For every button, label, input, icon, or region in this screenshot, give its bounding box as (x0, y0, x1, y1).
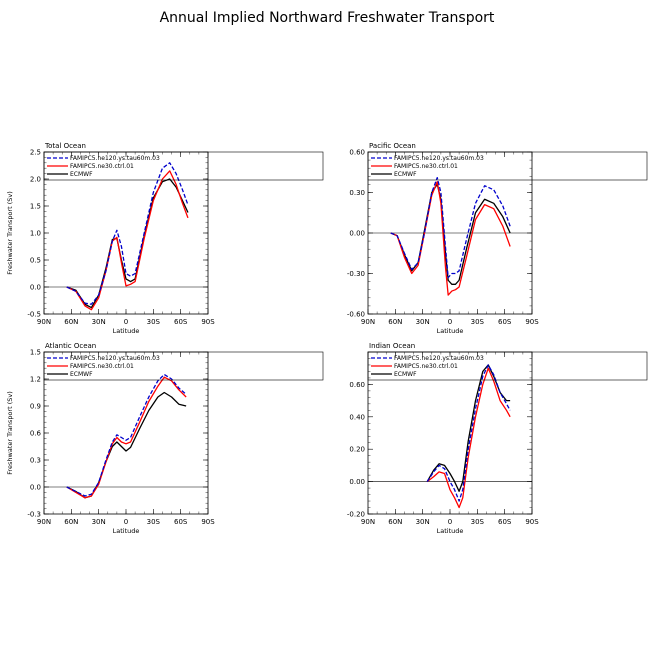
legend-label-0: FAMIPC5.ne120.ys.tau60m.03 (394, 155, 484, 162)
y-tick-label: 0.00 (349, 478, 365, 486)
x-axis-label: Latitude (113, 327, 140, 335)
panel-title: Pacific Ocean (369, 142, 416, 150)
y-tick-label: 0.30 (349, 189, 365, 197)
y-tick-label: 0.60 (349, 149, 365, 157)
x-tick-label: 30S (471, 518, 485, 526)
legend-label-1: FAMIPC5.ne30.ctrl.01 (70, 363, 134, 370)
y-tick-label: 0.60 (349, 381, 365, 389)
y-tick-label: -0.20 (347, 511, 365, 519)
y-tick-label: 0.40 (349, 413, 365, 421)
panel-3: Indian Ocean -0.20 0.00 0.20 0.40 0.60 90N 60N 3… (347, 342, 648, 535)
y-tick-label: 0.20 (349, 446, 365, 454)
y-tick-label: 0.0 (30, 284, 41, 292)
x-tick-label: 90S (201, 318, 215, 326)
series-line-0 (426, 364, 511, 502)
legend-box (367, 151, 648, 181)
x-tick-label: 60S (498, 518, 512, 526)
x-tick-label: 30N (416, 318, 430, 326)
y-tick-label: 0.0 (30, 484, 41, 492)
legend-label-2: ECMWF (70, 171, 93, 178)
x-tick-label: 90N (37, 318, 51, 326)
x-tick-label: 90S (525, 318, 539, 326)
x-tick-label: 0 (448, 518, 452, 526)
legend-label-2: ECMWF (394, 371, 417, 378)
x-tick-label: 30S (147, 318, 161, 326)
x-tick-label: 60N (64, 518, 78, 526)
x-tick-label: 60N (64, 318, 78, 326)
legend-label-1: FAMIPC5.ne30.ctrl.01 (70, 163, 134, 170)
x-tick-label: 60S (498, 318, 512, 326)
y-tick-label: 1.5 (30, 349, 41, 357)
y-axis-label: Freshwater Transport (Sv) (6, 391, 14, 475)
legend-label-1: FAMIPC5.ne30.ctrl.01 (394, 163, 458, 170)
panel-title: Indian Ocean (369, 342, 415, 350)
legend-label-2: ECMWF (394, 171, 417, 178)
legend-label-0: FAMIPC5.ne120.ys.tau60m.03 (70, 155, 160, 162)
series-line-1 (426, 367, 511, 509)
series-line-1 (390, 181, 511, 296)
y-tick-label: 2.5 (30, 149, 41, 157)
x-tick-label: 90N (37, 518, 51, 526)
panel-title: Atlantic Ocean (45, 342, 96, 350)
series-line-1 (66, 376, 187, 499)
x-axis-label: Latitude (437, 527, 464, 535)
x-tick-label: 60S (174, 318, 188, 326)
legend-box (367, 351, 648, 381)
y-tick-label: 0.3 (30, 457, 41, 465)
series-line-0 (390, 176, 511, 279)
y-tick-label: -0.3 (27, 511, 41, 519)
x-tick-label: 90N (361, 518, 375, 526)
y-tick-label: -0.5 (27, 311, 41, 319)
x-tick-label: 0 (448, 318, 452, 326)
series-line-0 (66, 373, 187, 497)
panel-title: Total Ocean (44, 142, 86, 150)
y-tick-label: 0.6 (30, 430, 42, 438)
x-tick-label: 30N (92, 318, 106, 326)
series-line-2 (66, 391, 187, 499)
series-line-0 (66, 162, 189, 305)
y-tick-label: -0.30 (347, 270, 365, 278)
panel-2: Atlantic Ocean -0.3 0.0 0.3 0.6 0.9 1.2 1.5 90N 6… (6, 342, 324, 535)
panel-1: Pacific Ocean -0.60 -0.30 0.00 0.30 0.60 90N 60… (347, 142, 648, 335)
x-tick-label: 90S (201, 518, 215, 526)
x-tick-label: 30S (471, 318, 485, 326)
x-tick-label: 0 (124, 318, 128, 326)
y-tick-label: 0.00 (349, 230, 365, 238)
x-tick-label: 60S (174, 518, 188, 526)
panel-0: Total Ocean -0.5 0.0 0.5 1.0 1.5 2.0 2.5 90N 60N 3… (6, 142, 324, 335)
x-tick-label: 60N (388, 318, 402, 326)
figure-title: Annual Implied Northward Freshwater Tran… (160, 10, 495, 26)
panels: Total Ocean -0.5 0.0 0.5 1.0 1.5 2.0 2.5 90N 60N 3… (6, 142, 648, 535)
x-tick-label: 30N (416, 518, 430, 526)
x-tick-label: 90S (525, 518, 539, 526)
plot-frame (43, 351, 209, 515)
legend-label-2: ECMWF (70, 371, 93, 378)
x-tick-label: 0 (124, 518, 128, 526)
x-axis-label: Latitude (437, 327, 464, 335)
legend-label-0: FAMIPC5.ne120.ys.tau60m.03 (70, 355, 160, 362)
y-tick-label: 1.2 (30, 376, 41, 384)
legend-box (43, 151, 324, 181)
y-tick-label: 2.0 (30, 176, 41, 184)
legend-label-1: FAMIPC5.ne30.ctrl.01 (394, 363, 458, 370)
y-tick-label: 1.5 (30, 203, 41, 211)
series-line-2 (390, 183, 511, 285)
y-tick-label: 0.5 (30, 257, 41, 265)
x-tick-label: 90N (361, 318, 375, 326)
legend-label-0: FAMIPC5.ne120.ys.tau60m.03 (394, 355, 484, 362)
x-axis-label: Latitude (113, 527, 140, 535)
x-tick-label: 30S (147, 518, 161, 526)
y-tick-label: 0.9 (30, 403, 41, 411)
plot-frame (43, 151, 209, 315)
x-tick-label: 60N (388, 518, 402, 526)
series-line-1 (66, 170, 189, 311)
x-tick-label: 30N (92, 518, 106, 526)
y-tick-label: -0.60 (347, 311, 365, 319)
series-line-2 (66, 178, 189, 309)
legend-box (43, 351, 324, 381)
y-axis-label: Freshwater Transport (Sv) (6, 191, 14, 275)
y-tick-label: 1.0 (30, 230, 41, 238)
